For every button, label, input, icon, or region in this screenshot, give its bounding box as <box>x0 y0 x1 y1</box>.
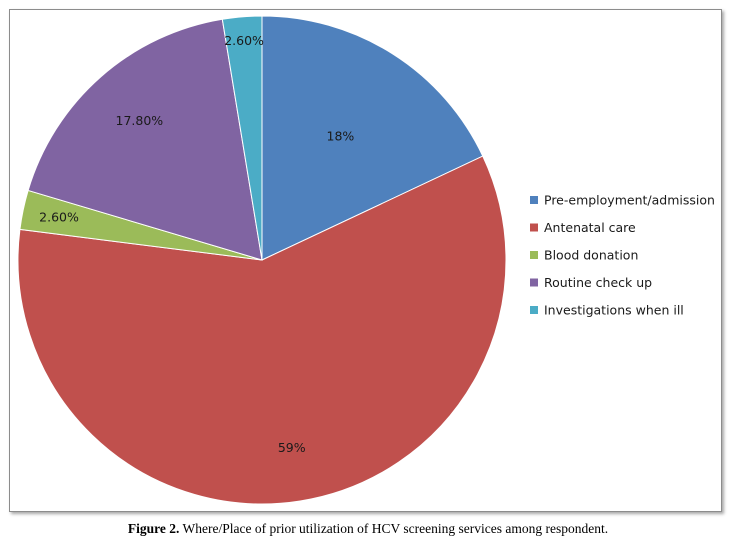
legend-swatch <box>530 196 538 204</box>
caption-text: Where/Place of prior utilization of HCV … <box>179 521 609 536</box>
pie-slice-antenatal-care <box>17 155 507 505</box>
legend-swatch <box>530 306 538 314</box>
slice-data-label: 2.60% <box>224 33 264 48</box>
slice-data-label: 17.80% <box>116 113 164 128</box>
pie-slice-routine-check-up <box>27 18 263 261</box>
chart-frame: 18% 59% 2.60% 17.80% 2.60% Pre-employment/adm… <box>9 9 722 512</box>
legend-swatch <box>530 223 538 232</box>
legend-entry-label: Antenatal care <box>544 220 636 235</box>
legend-entry-label: Investigations when ill <box>544 303 684 318</box>
slice-data-label: 59% <box>278 440 306 455</box>
legend-swatch <box>530 251 538 259</box>
legend-entry-label: Pre-employment/admission <box>544 193 715 208</box>
legend-entry-label: Blood donation <box>544 248 638 263</box>
caption-label: Figure 2. <box>127 521 180 536</box>
legend-entry-label: Routine check up <box>544 275 652 290</box>
pie-slice-investigations-when-ill <box>221 15 263 261</box>
slice-data-label: 2.60% <box>39 209 79 224</box>
pie-slice-pre-employment-admission <box>261 15 484 261</box>
pie-chart: 18% 59% 2.60% 17.80% 2.60% Pre-employment/adm… <box>17 15 715 505</box>
figure-caption: Figure 2. Where/Place of prior utilizati… <box>0 521 736 537</box>
legend-swatch <box>530 278 538 287</box>
slice-data-label: 18% <box>327 128 355 143</box>
